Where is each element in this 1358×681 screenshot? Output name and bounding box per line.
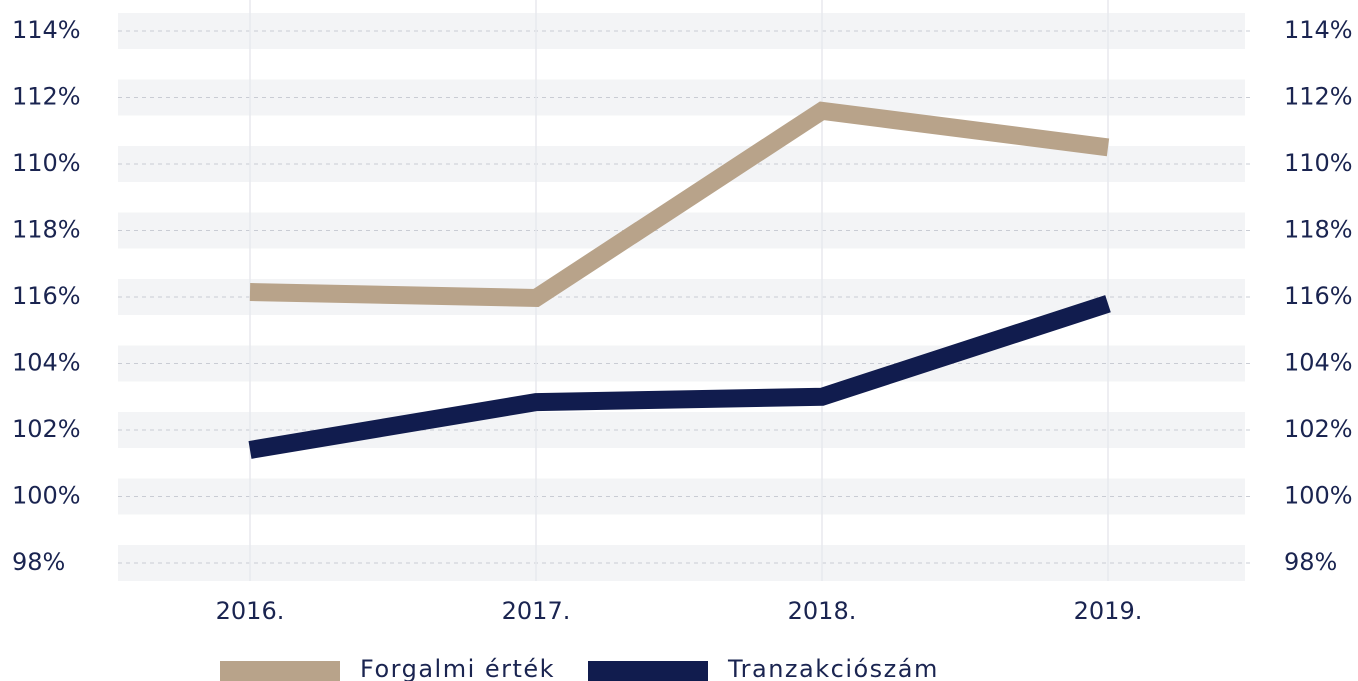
y-tick-label: 116% xyxy=(12,282,81,310)
y2-tick-label: 110% xyxy=(1284,149,1353,177)
x-tick-label: 2017. xyxy=(502,597,571,625)
y2-tick-label: 98% xyxy=(1284,548,1337,576)
legend-label: Tranzakciószám xyxy=(727,655,939,681)
y2-tick-label: 118% xyxy=(1284,216,1353,244)
y-tick-label: 110% xyxy=(12,149,81,177)
x-tick-label: 2016. xyxy=(216,597,285,625)
x-tick-label: 2019. xyxy=(1074,597,1143,625)
legend-label: Forgalmi érték xyxy=(360,655,555,681)
y-tick-label: 112% xyxy=(12,83,81,111)
legend-swatch xyxy=(588,661,708,681)
y2-tick-label: 112% xyxy=(1284,83,1353,111)
y2-tick-label: 102% xyxy=(1284,415,1353,443)
x-tick-label: 2018. xyxy=(788,597,857,625)
y-tick-label: 114% xyxy=(12,16,81,44)
y-tick-label: 102% xyxy=(12,415,81,443)
legend-swatch xyxy=(220,661,340,681)
y-tick-label: 100% xyxy=(12,482,81,510)
y2-tick-label: 104% xyxy=(1284,349,1353,377)
y2-tick-label: 116% xyxy=(1284,282,1353,310)
series-line xyxy=(248,295,1111,459)
y2-tick-label: 114% xyxy=(1284,16,1353,44)
y-tick-label: 98% xyxy=(12,548,65,576)
y-tick-label: 104% xyxy=(12,349,81,377)
y-tick-label: 118% xyxy=(12,216,81,244)
series-line xyxy=(249,101,1110,308)
y2-tick-label: 100% xyxy=(1284,482,1353,510)
